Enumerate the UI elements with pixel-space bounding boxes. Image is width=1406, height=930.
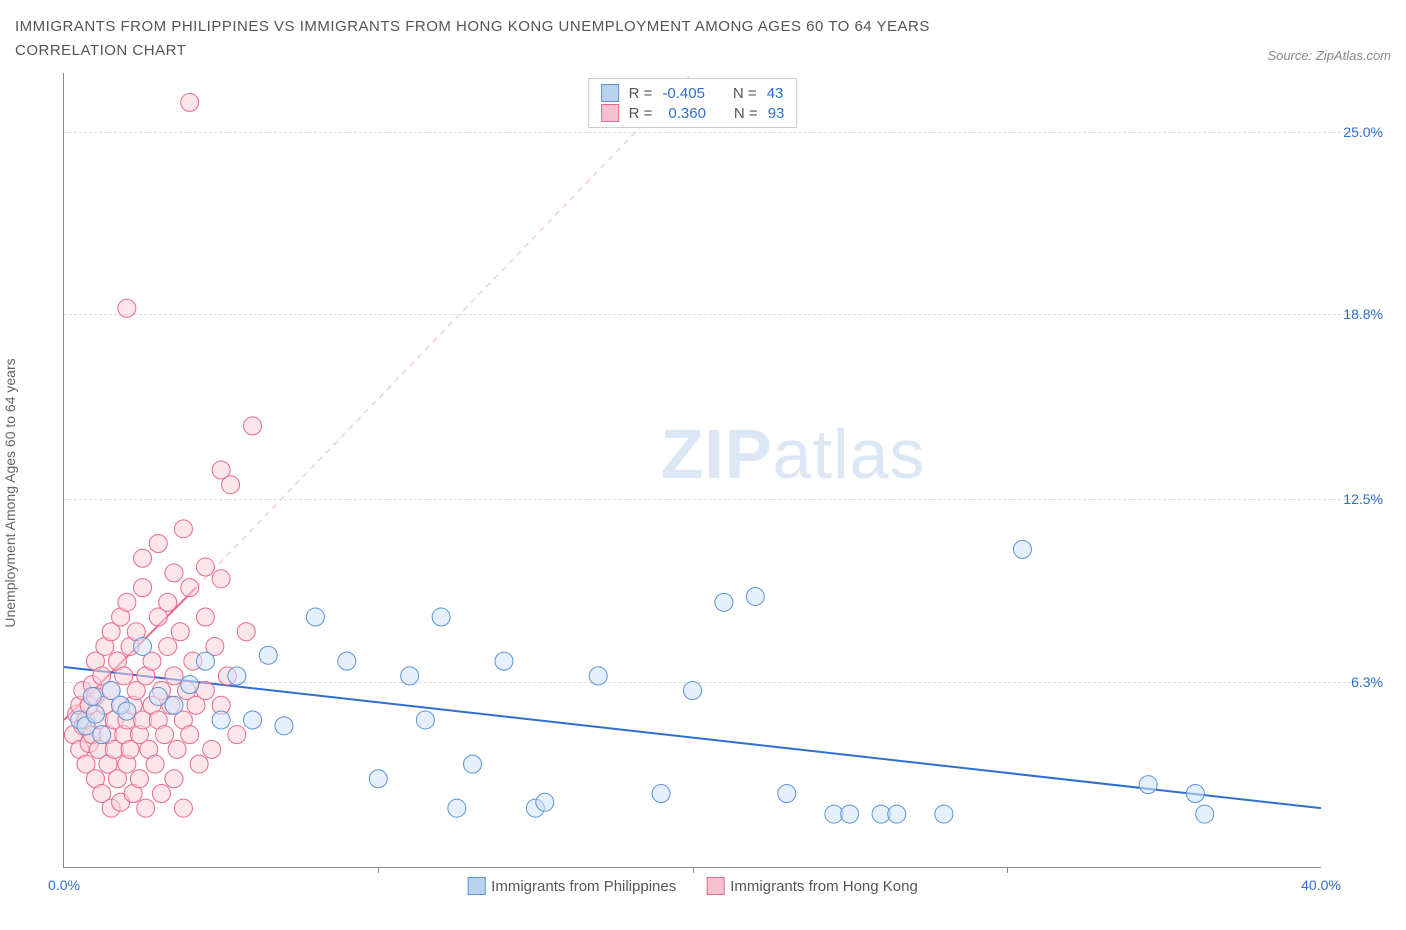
legend-row: R = 0.360 N = 93 xyxy=(601,103,785,123)
x-tick-label: 0.0% xyxy=(48,877,80,893)
source-label: Source: ZipAtlas.com xyxy=(1267,48,1391,63)
legend-r-value: -0.405 xyxy=(662,85,705,102)
plot-region: ZIPatlas R = -0.405 N = 43 R = 0.360 N =… xyxy=(63,73,1321,868)
y-tick-label: 6.3% xyxy=(1351,674,1383,690)
scatter-svg xyxy=(64,73,1321,867)
legend-swatch-philippines xyxy=(467,877,485,895)
y-axis-label: Unemployment Among Ages 60 to 64 years xyxy=(2,358,18,627)
legend-swatch-hongkong xyxy=(706,877,724,895)
y-tick-label: 18.8% xyxy=(1343,306,1383,322)
title-line-2: CORRELATION CHART xyxy=(15,42,186,59)
legend-item-philippines: Immigrants from Philippines xyxy=(467,877,676,895)
correlation-legend: R = -0.405 N = 43 R = 0.360 N = 93 xyxy=(588,78,798,128)
legend-n-value: 43 xyxy=(767,85,784,102)
legend-r-value: 0.360 xyxy=(662,105,706,122)
legend-r-label: R = xyxy=(629,105,653,122)
title-line-1: IMMIGRANTS FROM PHILIPPINES VS IMMIGRANT… xyxy=(15,18,930,35)
legend-n-label: N = xyxy=(734,105,758,122)
y-tick-label: 25.0% xyxy=(1343,124,1383,140)
chart-title: IMMIGRANTS FROM PHILIPPINES VS IMMIGRANT… xyxy=(15,15,930,63)
legend-r-label: R = xyxy=(629,85,653,102)
legend-swatch-hongkong xyxy=(601,104,619,122)
series-name: Immigrants from Hong Kong xyxy=(730,878,918,895)
x-tick-label: 40.0% xyxy=(1301,877,1341,893)
legend-n-value: 93 xyxy=(768,105,785,122)
series-legend: Immigrants from Philippines Immigrants f… xyxy=(467,877,918,895)
chart-area: Unemployment Among Ages 60 to 64 years Z… xyxy=(15,73,1391,913)
legend-row: R = -0.405 N = 43 xyxy=(601,83,785,103)
legend-n-label: N = xyxy=(733,85,757,102)
y-tick-label: 12.5% xyxy=(1343,491,1383,507)
series-name: Immigrants from Philippines xyxy=(491,878,676,895)
legend-item-hongkong: Immigrants from Hong Kong xyxy=(706,877,918,895)
legend-swatch-philippines xyxy=(601,84,619,102)
